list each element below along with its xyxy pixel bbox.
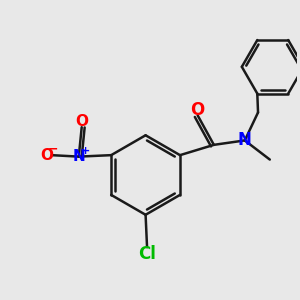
Text: O: O xyxy=(190,101,205,119)
Text: −: − xyxy=(48,142,58,155)
Text: +: + xyxy=(81,146,90,156)
Text: O: O xyxy=(75,114,88,129)
Text: O: O xyxy=(40,148,53,163)
Text: Cl: Cl xyxy=(138,244,156,262)
Text: N: N xyxy=(72,149,85,164)
Text: N: N xyxy=(238,131,252,149)
